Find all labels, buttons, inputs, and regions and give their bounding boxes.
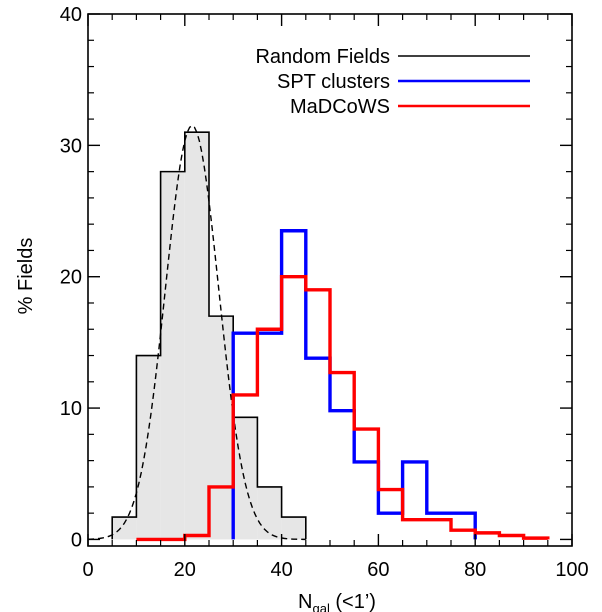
x-axis-label: Ngal (<1’) [298,591,376,612]
legend-label-madcows: MaDCoWS [290,96,390,118]
y-tick-label: 10 [60,398,82,420]
gaussian-fit-curve [87,124,306,541]
random-fields-histogram-line [111,131,307,540]
x-axis-label-sub: gal [312,601,329,612]
x-tick-label: 60 [367,559,389,581]
x-tick-label: 100 [555,559,588,581]
random-fields-bar [112,517,137,540]
random-fields-bar [209,316,234,540]
x-axis-label-rest: (<1’) [330,591,376,612]
y-tick-label: 0 [71,529,82,551]
legend-label-random-fields: Random Fields [255,46,390,68]
y-tick-label: 40 [60,4,82,26]
x-tick-label: 20 [174,559,196,581]
random-fields-bar [160,171,185,540]
x-axis-label-main: N [298,591,312,612]
random-fields-bar [281,517,306,540]
y-axis-label: % Fields [15,238,37,315]
random-fields-bar [257,486,282,540]
x-tick-label: 0 [82,559,93,581]
random-fields-bar [136,355,161,540]
y-tick-label: 20 [60,267,82,289]
madcows-histogram-line [136,275,550,542]
x-tick-label: 40 [270,559,292,581]
axes: 0 20 40 60 80 100 0 10 20 30 40 [60,4,589,581]
plot-area [87,124,550,542]
random-fields-bar [184,132,209,540]
legend-label-spt-clusters: SPT clusters [277,71,390,93]
legend: Random Fields SPT clusters MaDCoWS [255,46,530,118]
y-tick-label: 30 [60,135,82,157]
x-tick-label: 80 [464,559,486,581]
